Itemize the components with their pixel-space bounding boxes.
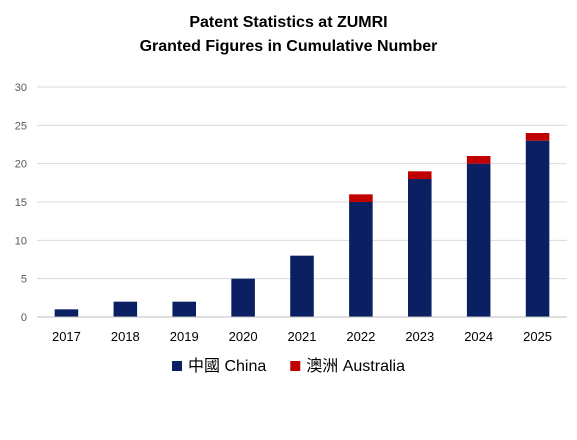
bar-china-2023 <box>408 179 432 317</box>
y-tick-label: 20 <box>15 159 27 171</box>
y-tick-label: 25 <box>15 120 27 132</box>
chart-title: Patent Statistics at ZUMRI <box>189 14 387 31</box>
bar-australia-2022 <box>349 194 373 202</box>
y-tick-label: 10 <box>15 235 27 247</box>
legend-swatch <box>172 361 183 371</box>
bar-china-2022 <box>349 202 373 317</box>
x-tick-label: 2017 <box>52 329 81 344</box>
legend-item-china: 中國 China <box>172 357 266 375</box>
x-tick-label: 2020 <box>229 329 258 344</box>
bar-china-2018 <box>113 301 138 317</box>
bar-china-2025 <box>525 140 550 317</box>
x-tick-label: 2018 <box>111 329 140 344</box>
bars <box>54 133 550 317</box>
y-tick-label: 5 <box>21 274 27 286</box>
bar-china-2024 <box>466 163 491 317</box>
bar-china-2019 <box>172 301 196 317</box>
x-tick-label: 2025 <box>523 329 552 344</box>
y-axis-tick-labels: 0 5 10 15 20 25 30 <box>15 82 27 324</box>
bar-china-2021 <box>290 255 314 317</box>
bar-australia-2025 <box>525 133 550 141</box>
x-tick-label: 2021 <box>288 329 317 344</box>
bar-china-2017 <box>54 309 79 317</box>
y-tick-label: 30 <box>15 82 27 94</box>
x-tick-label: 2019 <box>170 329 199 344</box>
x-tick-label: 2023 <box>405 329 434 344</box>
x-tick-label: 2022 <box>346 329 375 344</box>
y-tick-label: 15 <box>15 197 27 209</box>
y-tick-label: 0 <box>21 312 27 324</box>
legend-swatch <box>290 361 301 371</box>
legend: 中國 China 澳洲 Australia <box>172 357 405 375</box>
legend-label: 澳洲 Australia <box>306 357 405 375</box>
bar-china-2020 <box>231 278 255 317</box>
x-tick-label: 2024 <box>464 329 493 344</box>
legend-item-australia: 澳洲 Australia <box>290 357 405 375</box>
bar-australia-2024 <box>466 156 491 164</box>
bar-australia-2023 <box>408 171 432 179</box>
legend-label: 中國 China <box>188 357 266 375</box>
chart-subtitle: Granted Figures in Cumulative Number <box>140 38 438 55</box>
x-axis-tick-labels: 2017 2018 2019 2020 2021 2022 2023 2024 2025 <box>52 329 552 344</box>
